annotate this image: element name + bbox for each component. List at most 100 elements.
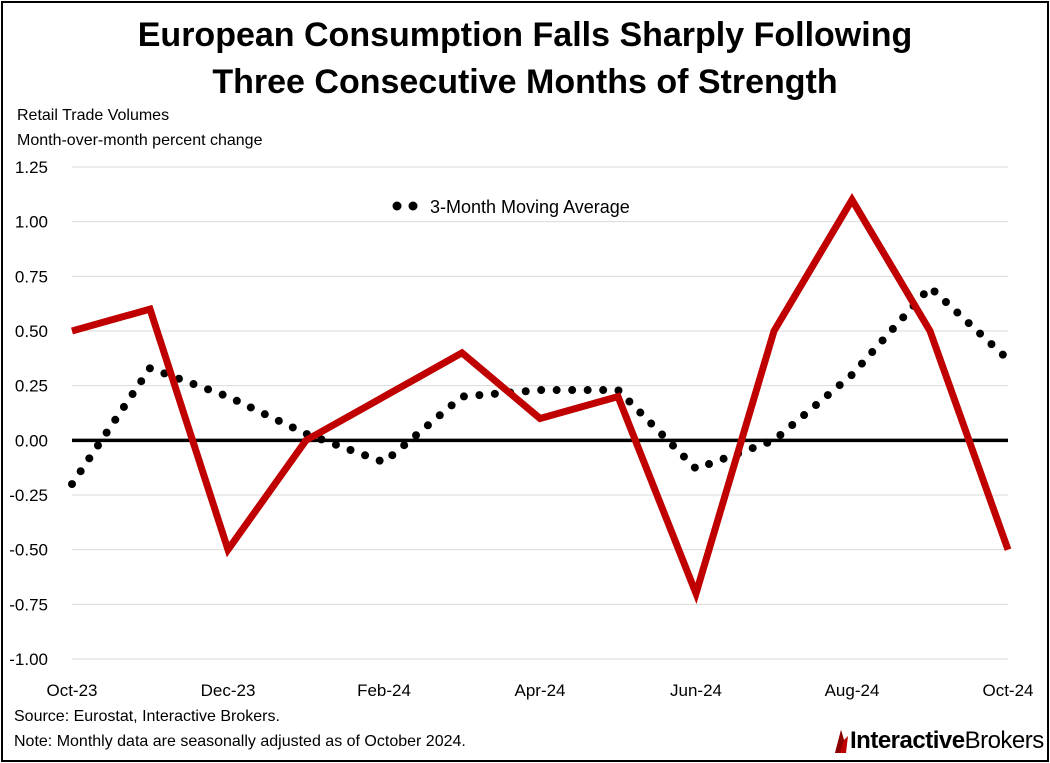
moving-average-dot [346,445,355,454]
moving-average-dot [763,438,772,447]
moving-average-dot [690,463,699,472]
legend-dot [408,201,418,211]
moving-average-dot [679,452,688,461]
x-tick-label: Aug-24 [825,681,880,700]
moving-average-dot [260,410,269,419]
moving-average-dot [857,359,866,368]
moving-average-dot [412,431,421,440]
title-line-2: Three Consecutive Months of Strength [212,63,838,101]
methodology-note: Note: Monthly data are seasonally adjust… [14,733,466,750]
moving-average-dot [705,460,714,469]
moving-average-dot [987,340,996,349]
moving-average-dot [475,391,484,400]
moving-average-dot [375,456,384,465]
y-tick-label: -1.00 [9,650,48,669]
moving-average-dot [669,441,678,450]
y-tick-label: -0.50 [9,541,48,560]
moving-average-dot [776,430,785,439]
moving-average-dot [490,389,499,398]
title-line-1: European Consumption Falls Sharply Follo… [137,16,913,54]
moving-average-dot [719,454,728,463]
moving-average-dot [748,444,757,453]
moving-average-dot [583,386,592,395]
x-tick-label: Jun-24 [670,681,722,700]
x-tick-label: Dec-23 [201,681,256,700]
moving-average-dot [274,416,283,425]
moving-average-dot [930,287,939,296]
moving-average-dot [128,390,137,399]
subtitle-series: Retail Trade Volumes [17,107,170,124]
x-tick-label: Oct-24 [982,681,1033,700]
moving-average-dot [788,420,797,429]
moving-average-dot [93,441,102,450]
moving-average-dot [68,480,76,489]
x-tick-label: Oct-23 [46,681,97,700]
moving-average-dot [847,371,856,380]
y-tick-label: 1.25 [15,158,48,177]
retail-volumes-line [71,192,1012,605]
y-tick-label: 0.75 [15,267,48,286]
moving-average-dot [636,408,645,417]
moving-average-dot [189,380,198,389]
moving-average-dot [137,377,146,386]
moving-average-dot [868,348,877,357]
x-tick-label: Feb-24 [357,681,411,700]
y-tick-label: -0.25 [9,486,48,505]
moving-average-dot [160,369,169,378]
moving-average-dot [552,386,561,395]
moving-average-dot [423,421,432,430]
moving-average-dot [888,324,897,333]
moving-average-dot [647,419,656,428]
moving-average-dot [998,350,1007,359]
moving-average-dot [658,430,667,439]
moving-average-dot [521,387,530,396]
interactive-brokers-logo: Interactive Brokers [832,726,1044,756]
moving-average-dot [218,390,227,399]
moving-average-dot [76,467,85,476]
moving-average-dot [568,386,577,395]
logo-word-brokers: Brokers [964,727,1045,754]
moving-average-dot [119,402,128,411]
y-tick-label: 0.25 [15,377,48,396]
y-tick-label: 0.50 [15,322,48,341]
moving-average-dot [964,319,973,328]
moving-average-dot [331,440,340,449]
moving-average-dot [614,386,623,395]
moving-average-dot [388,451,397,460]
y-tick-label: 1.00 [15,213,48,232]
moving-average-dot [941,298,950,307]
moving-average-dot [204,385,213,394]
moving-average-dot [878,336,887,345]
moving-average-dot [447,401,456,410]
moving-average-dot [823,391,832,400]
moving-average-dot [899,313,908,322]
x-tick-label: Apr-24 [514,681,565,700]
moving-average-dot [102,428,111,437]
moving-average-dot [625,397,634,406]
moving-average-dot [145,364,154,373]
moving-average-dot [111,415,120,424]
moving-average-dot [232,396,241,405]
moving-average-dot [800,411,809,420]
y-tick-label: 0.00 [15,431,48,450]
brand-flame-icon [835,730,848,753]
moving-average-dot [811,401,820,410]
legend-dot [392,201,402,211]
source-note: Source: Eurostat, Interactive Brokers. [14,708,280,725]
logo-word-interactive: Interactive [850,727,965,754]
moving-average-dot [85,454,94,463]
moving-average-dot [835,381,844,390]
moving-average-dot [361,451,370,460]
legend-label: 3-Month Moving Average [430,197,630,217]
y-tick-label: -0.75 [9,595,48,614]
subtitle-units: Month-over-month percent change [17,132,263,149]
moving-average-dot [400,441,409,450]
moving-average-dot [317,435,326,444]
moving-average-dot [435,411,444,420]
moving-average-dot [976,329,985,338]
moving-average-dot [459,392,468,401]
moving-average-dot [599,386,608,395]
chart-title: European Consumption Falls Sharply Follo… [0,12,1050,106]
